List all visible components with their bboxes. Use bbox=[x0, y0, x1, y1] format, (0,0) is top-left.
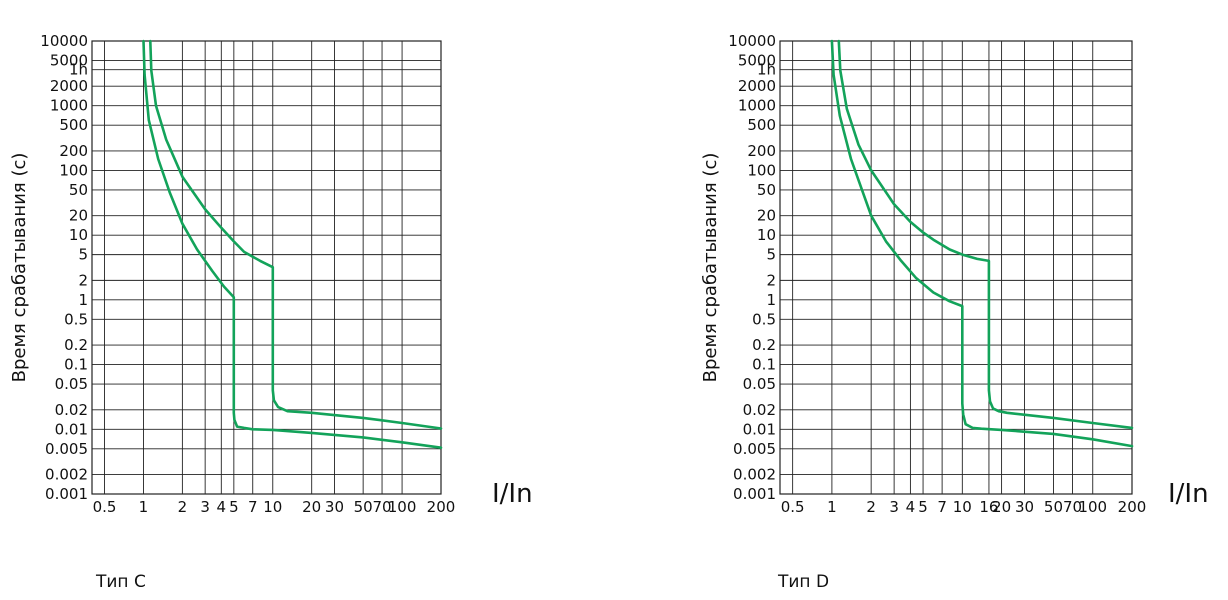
max-trip-curve bbox=[149, 39, 443, 430]
x-tick-label: 3 bbox=[200, 498, 210, 516]
y-tick-label: 10000 bbox=[728, 32, 776, 50]
x-tick-label: 30 bbox=[325, 498, 344, 516]
chart-caption: Тип C bbox=[95, 572, 146, 592]
y-tick-label: 0.001 bbox=[45, 485, 88, 503]
x-tick-label: 4 bbox=[217, 498, 227, 516]
y-tick-label: 500 bbox=[59, 116, 88, 134]
y-tick-label: 0.5 bbox=[64, 310, 88, 328]
x-tick-label: 7 bbox=[937, 498, 947, 516]
x-tick-label: 70 bbox=[1063, 498, 1082, 516]
y-tick-label: 20 bbox=[757, 207, 776, 225]
y-tick-label: 0.02 bbox=[743, 401, 776, 419]
y-tick-label: 0.05 bbox=[55, 375, 88, 393]
y-tick-label: 1 bbox=[766, 291, 776, 309]
y-tick-label: 0.5 bbox=[752, 310, 776, 328]
y-tick-label: 0.02 bbox=[55, 401, 88, 419]
min-trip-curve bbox=[830, 39, 1134, 448]
x-tick-label: 0.5 bbox=[781, 498, 805, 516]
chart-caption: Тип D bbox=[777, 572, 829, 592]
y-tick-label: 0.01 bbox=[743, 420, 776, 438]
x-tick-label: 10 bbox=[953, 498, 972, 516]
y-tick-label: 2000 bbox=[738, 77, 776, 95]
x-tick-label: 20 bbox=[302, 498, 321, 516]
x-tick-label: 16 bbox=[979, 498, 998, 516]
x-tick-label: 2 bbox=[866, 498, 876, 516]
y-tick-label: 500 bbox=[747, 116, 776, 134]
y-tick-label: 0.001 bbox=[733, 485, 776, 503]
chart-type-c: 1000050001h200010005002001005020105210.5… bbox=[9, 32, 533, 592]
x-tick-label: 3 bbox=[889, 498, 899, 516]
y-axis-label: Время срабатывания (с) bbox=[9, 153, 30, 383]
x-axis-label: I/In bbox=[492, 479, 533, 509]
y-tick-label: 5000 bbox=[738, 51, 776, 69]
x-tick-label: 1 bbox=[827, 498, 837, 516]
y-tick-label: 0.002 bbox=[45, 466, 88, 484]
y-tick-label: 0.1 bbox=[752, 356, 776, 374]
y-tick-label: 5000 bbox=[50, 51, 88, 69]
y-tick-label: 0.002 bbox=[733, 466, 776, 484]
y-tick-label: 20 bbox=[69, 207, 88, 225]
y-tick-label: 200 bbox=[747, 142, 776, 160]
y-tick-label: 0.2 bbox=[752, 336, 776, 354]
x-tick-label: 100 bbox=[1078, 498, 1107, 516]
y-tick-label: 0.1 bbox=[64, 356, 88, 374]
y-tick-label: 200 bbox=[59, 142, 88, 160]
x-tick-label: 200 bbox=[427, 498, 456, 516]
y-tick-label: 1000 bbox=[738, 97, 776, 115]
y-tick-label: 2 bbox=[766, 271, 776, 289]
y-tick-label: 2000 bbox=[50, 77, 88, 95]
x-tick-label: 200 bbox=[1118, 498, 1147, 516]
x-tick-label: 100 bbox=[388, 498, 417, 516]
y-tick-label: 0.01 bbox=[55, 420, 88, 438]
y-tick-label: 10 bbox=[69, 226, 88, 244]
y-tick-label: 50 bbox=[757, 181, 776, 199]
y-tick-label: 5 bbox=[78, 246, 88, 264]
x-tick-label: 5 bbox=[918, 498, 928, 516]
y-tick-label: 1h bbox=[69, 61, 88, 79]
y-tick-label: 0.2 bbox=[64, 336, 88, 354]
y-tick-label: 1000 bbox=[50, 97, 88, 115]
x-tick-label: 0.5 bbox=[93, 498, 117, 516]
x-tick-label: 10 bbox=[263, 498, 282, 516]
x-tick-label: 70 bbox=[372, 498, 391, 516]
x-tick-label: 50 bbox=[1044, 498, 1063, 516]
plot-frame bbox=[91, 40, 442, 495]
y-tick-label: 10 bbox=[757, 226, 776, 244]
y-tick-label: 1 bbox=[78, 291, 88, 309]
x-tick-label: 4 bbox=[906, 498, 916, 516]
x-tick-label: 2 bbox=[178, 498, 188, 516]
y-tick-label: 100 bbox=[747, 161, 776, 179]
y-tick-label: 5 bbox=[766, 246, 776, 264]
y-axis-label: Время срабатывания (с) bbox=[700, 153, 721, 383]
y-tick-label: 50 bbox=[69, 181, 88, 199]
plot-frame bbox=[779, 40, 1133, 495]
x-tick-label: 5 bbox=[229, 498, 239, 516]
min-trip-curve bbox=[142, 39, 443, 449]
chart-type-d: 1000050001h200010005002001005020105210.5… bbox=[700, 32, 1209, 592]
x-tick-label: 1 bbox=[139, 498, 149, 516]
y-tick-label: 1h bbox=[757, 61, 776, 79]
max-trip-curve bbox=[837, 39, 1134, 430]
x-tick-label: 50 bbox=[354, 498, 373, 516]
x-tick-label: 20 bbox=[992, 498, 1011, 516]
y-tick-label: 0.005 bbox=[45, 440, 88, 458]
x-tick-label: 30 bbox=[1015, 498, 1034, 516]
x-axis-label: I/In bbox=[1168, 479, 1209, 509]
x-tick-label: 7 bbox=[248, 498, 258, 516]
y-tick-label: 0.005 bbox=[733, 440, 776, 458]
y-tick-label: 2 bbox=[78, 271, 88, 289]
y-tick-label: 100 bbox=[59, 161, 88, 179]
y-tick-label: 10000 bbox=[40, 32, 88, 50]
y-tick-label: 0.05 bbox=[743, 375, 776, 393]
